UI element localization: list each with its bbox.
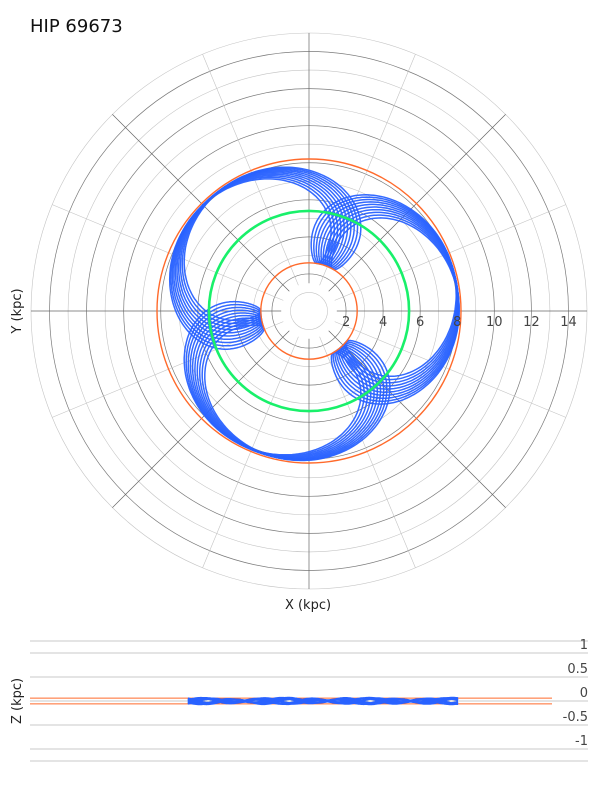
- orbit-strand-7: [173, 173, 459, 461]
- grid-spoke-22.5: [334, 204, 566, 301]
- r-tick-label-8: 8: [453, 315, 461, 330]
- orbit-strand-9: [170, 176, 458, 461]
- polar-plot: 2 4 6 8 10 12 14: [30, 32, 588, 590]
- r-tick-label-12: 12: [523, 315, 540, 330]
- z-tick-label: -0.5: [563, 710, 588, 725]
- r-tick-label-6: 6: [416, 315, 424, 330]
- grid-circle-1: [290, 292, 328, 330]
- grid-spoke-157.5: [52, 204, 284, 301]
- grid-spoke-225: [112, 330, 290, 508]
- orbit-strand-10: [168, 178, 457, 462]
- z-tick-labels: 1 0.5 0 -0.5 -1: [563, 638, 588, 749]
- z-orbit-strand-6: [187, 696, 459, 706]
- chart-title: HIP 69673: [30, 16, 123, 37]
- grid-spoke-337.5: [334, 321, 566, 418]
- z-axis-label: Z (kpc): [10, 678, 25, 724]
- grid-spoke-202.5: [52, 321, 284, 418]
- x-axis-label: X (kpc): [285, 598, 331, 613]
- apocenter-circle: [156, 158, 462, 464]
- grid-spoke-247.5: [202, 336, 299, 568]
- r-tick-label-10: 10: [486, 315, 503, 330]
- reference-circles: [156, 158, 462, 464]
- z-tick-label: 0: [580, 686, 588, 701]
- z-plot: 1 0.5 0 -0.5 -1: [30, 638, 588, 762]
- r-tick-label-2: 2: [342, 315, 350, 330]
- y-axis-label: Y (kpc): [10, 288, 25, 334]
- r-tick-label-14: 14: [560, 315, 577, 330]
- solar-circle-circle: [207, 209, 411, 413]
- z-tick-label: 0.5: [567, 662, 588, 677]
- orbit-strand-8: [171, 174, 459, 461]
- grid-spoke-45: [328, 114, 506, 292]
- z-tick-label: 1: [580, 638, 588, 653]
- radial-tick-labels: 2 4 6 8 10 12 14: [342, 315, 577, 330]
- grid-spoke-315: [328, 330, 506, 508]
- r-tick-label-4: 4: [379, 315, 387, 330]
- grid-spoke-135: [112, 114, 290, 292]
- pericenter-circle: [260, 262, 358, 360]
- grid-spoke-112.5: [202, 54, 299, 286]
- z-orbit-track: [187, 696, 459, 706]
- orbit-strand-6: [174, 172, 459, 460]
- polar-grid: [30, 32, 588, 590]
- z-tick-label: -1: [575, 734, 588, 749]
